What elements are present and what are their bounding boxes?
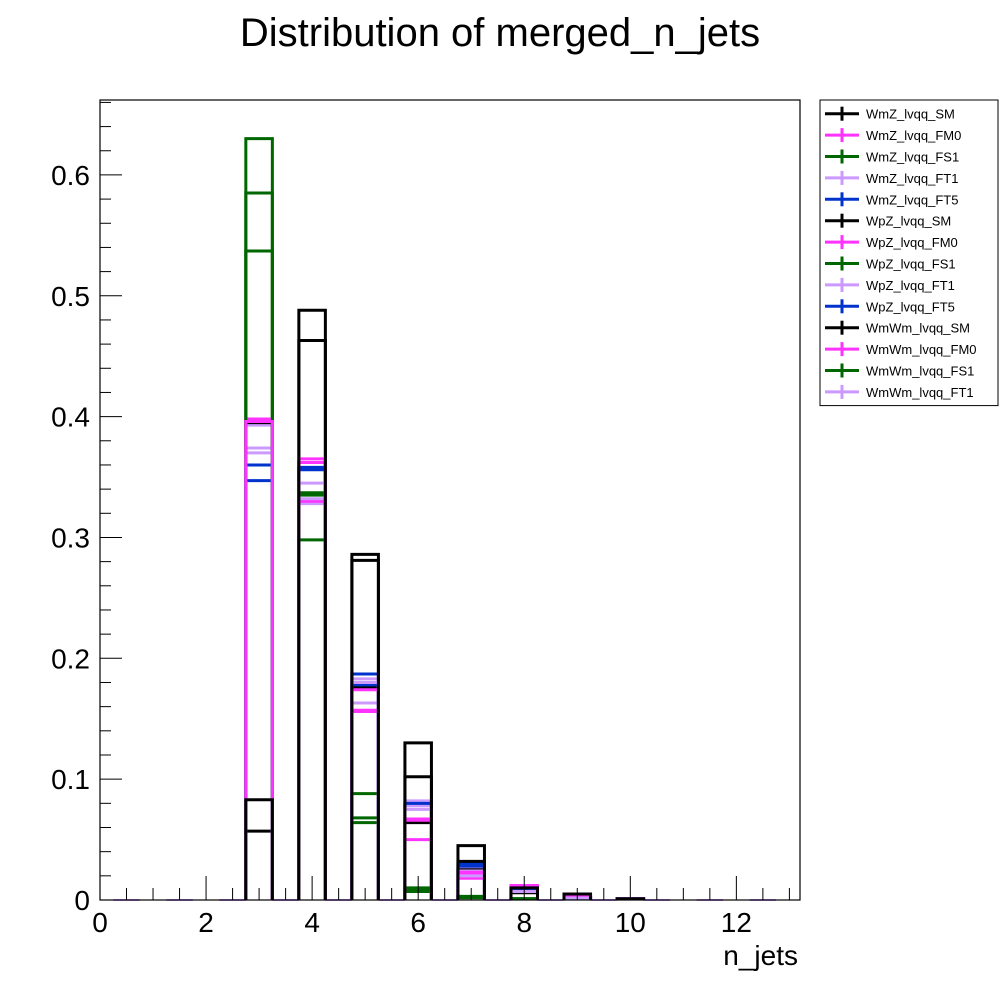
legend-label-WmWm_lvqq_FM0: WmWm_lvqq_FM0 — [866, 342, 977, 357]
legend-label-WpZ_lvqq_FM0: WpZ_lvqq_FM0 — [866, 235, 958, 250]
legend-label-WmZ_lvqq_FM0: WmZ_lvqq_FM0 — [866, 128, 961, 143]
y-tick-label: 0.2 — [51, 643, 90, 674]
y-tick-label: 0.4 — [51, 402, 90, 433]
y-tick-label: 0.1 — [51, 764, 90, 795]
x-tick-label: 0 — [92, 907, 108, 938]
axes: 0 2 4 6 8 10 12 0 0.1 0.2 0.3 0.4 0.5 0.6 — [51, 99, 801, 938]
legend-label-WmZ_lvqq_FT5: WmZ_lvqq_FT5 — [866, 192, 958, 207]
bar-WmZ_lvqq_SM-6 — [403, 741, 433, 900]
bar-WmZ_lvqq_SM-3 — [244, 798, 274, 900]
y-tick-label: 0.5 — [51, 281, 90, 312]
legend-label-WmZ_lvqq_FT1: WmZ_lvqq_FT1 — [866, 171, 958, 186]
chart-title: Distribution of merged_n_jets — [240, 11, 760, 55]
y-tick-label: 0.6 — [51, 160, 90, 191]
legend-label-WmWm_lvqq_FS1: WmWm_lvqq_FS1 — [866, 364, 974, 379]
bar-WmZ_lvqq_FM0-3 — [244, 419, 274, 900]
legend: WmZ_lvqq_SM WmZ_lvqq_FM0 WmZ_lvqq_FS1 WmZ_l… — [819, 99, 999, 407]
x-tick-label: 4 — [304, 907, 320, 938]
x-tick-label: 10 — [615, 907, 646, 938]
x-tick-label: 2 — [198, 907, 214, 938]
legend-label-WmWm_lvqq_SM: WmWm_lvqq_SM — [866, 321, 970, 336]
legend-label-WmZ_lvqq_SM: WmZ_lvqq_SM — [866, 107, 955, 122]
plot-area — [113, 137, 777, 901]
y-tick-label: 0.3 — [51, 522, 90, 553]
legend-label-WmWm_lvqq_FT1: WmWm_lvqq_FT1 — [866, 385, 974, 400]
legend-label-WpZ_lvqq_SM: WpZ_lvqq_SM — [866, 214, 951, 229]
y-tick-label: 0 — [74, 885, 90, 916]
x-tick-label: 6 — [410, 907, 426, 938]
x-tick-label: 12 — [721, 907, 752, 938]
legend-box — [819, 99, 999, 407]
legend-label-WpZ_lvqq_FS1: WpZ_lvqq_FS1 — [866, 257, 956, 272]
legend-label-WpZ_lvqq_FT1: WpZ_lvqq_FT1 — [866, 278, 955, 293]
bar-WmZ_lvqq_SM-5 — [350, 552, 380, 900]
x-tick-label: 8 — [516, 907, 532, 938]
plot-frame — [99, 99, 801, 901]
legend-label-WmZ_lvqq_FS1: WmZ_lvqq_FS1 — [866, 150, 959, 165]
x-axis-label: n_jets — [723, 940, 798, 971]
bar-WmZ_lvqq_SM-7 — [456, 844, 486, 900]
bar-WmZ_lvqq_SM-4 — [297, 308, 327, 900]
legend-label-WpZ_lvqq_FT5: WpZ_lvqq_FT5 — [866, 299, 955, 314]
